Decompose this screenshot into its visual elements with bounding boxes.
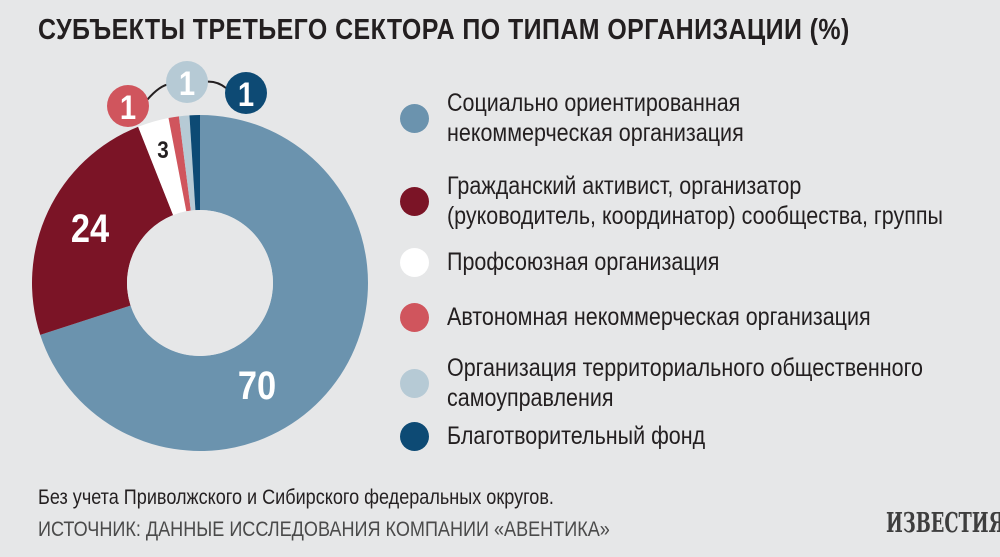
data-label-tos: 1 <box>179 64 195 103</box>
slice-civic-activist <box>31 126 174 335</box>
legend-item-tos: Организация территориального общественно… <box>400 353 1000 413</box>
donut-hole <box>127 210 273 356</box>
legend-item-charity-fund: Благотворительный фонд <box>400 421 1000 451</box>
izvestia-logo: ИЗВЕСТИЯ <box>886 508 1000 539</box>
callout-bubble <box>107 85 149 127</box>
slice-tos <box>178 115 196 211</box>
legend-label: Социально ориентированная некоммерческая… <box>447 89 744 147</box>
chart-title: СУБЪЕКТЫ ТРЕТЬЕГО СЕКТОРА ПО ТИПАМ ОРГАН… <box>38 14 850 46</box>
data-label-autonomous-nko: 1 <box>120 88 136 127</box>
callout-bubble <box>225 72 267 114</box>
legend-swatch <box>400 421 429 451</box>
footnote: Без учета Приволжского и Сибирского феде… <box>38 486 554 509</box>
legend-label: Профсоюзная организация <box>447 248 720 276</box>
legend-item-autonomous-nko: Автономная некоммерческая организация <box>400 302 1000 332</box>
legend-label: Благотворительный фонд <box>447 422 706 450</box>
legend-label: Автономная некоммерческая организация <box>447 303 871 331</box>
legend-swatch <box>400 247 429 277</box>
slice-social-nko <box>40 115 369 452</box>
slice-trade-union <box>138 117 187 216</box>
legend-swatch <box>400 186 429 216</box>
callout-bubble <box>166 61 208 103</box>
source-line: ИСТОЧНИК: ДАННЫЕ ИССЛЕДОВАНИЯ КОМПАНИИ «… <box>38 518 610 541</box>
data-label-trade-union: 3 <box>157 137 168 164</box>
legend-item-trade-union: Профсоюзная организация <box>400 247 1000 277</box>
legend-item-social-nko: Социально ориентированная некоммерческая… <box>400 88 1000 148</box>
data-label-civic-activist: 24 <box>71 205 109 250</box>
slice-charity-fund <box>189 115 200 211</box>
legend-swatch <box>400 368 429 398</box>
legend-label: Гражданский активист, организатор (руков… <box>447 172 943 230</box>
data-label-social-nko: 70 <box>238 362 276 407</box>
legend-swatch <box>400 302 429 332</box>
slice-autonomous-nko <box>168 116 191 212</box>
data-label-charity-fund: 1 <box>238 75 254 114</box>
legend-item-civic-activist: Гражданский активист, организатор (руков… <box>400 171 1000 231</box>
legend-swatch <box>400 103 429 133</box>
legend-label: Организация территориального общественно… <box>447 354 923 412</box>
